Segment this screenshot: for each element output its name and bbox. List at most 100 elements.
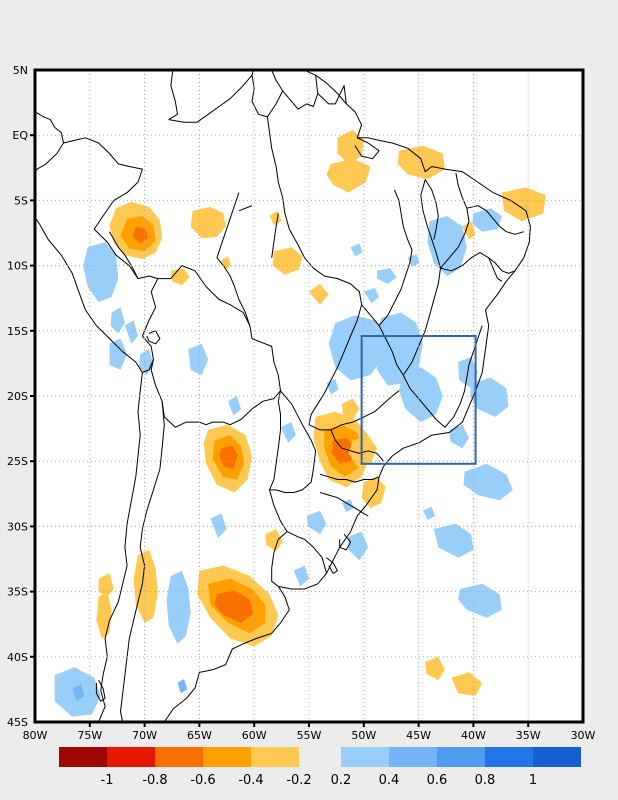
anomaly-region-neg-para-coast — [326, 158, 371, 193]
anomaly-region-pos-atl-es — [470, 377, 509, 417]
colorbar-swatch-positive-3 — [485, 747, 533, 767]
map-line-state-sp-pr — [330, 429, 384, 462]
map-line-border-uru-br — [286, 531, 327, 574]
anomaly-region-pos-atl-tiny-1 — [423, 506, 435, 520]
map-line-state-ac-am — [109, 231, 139, 279]
y-tick-label: 25S — [7, 455, 28, 468]
anomaly-region-neg-chaco-core — [219, 445, 238, 469]
anomaly-region-pos-pa-tiny — [350, 243, 363, 257]
colorbar-swatch-positive-0 — [341, 747, 389, 767]
anomaly-region-pos-sul-rs — [306, 510, 327, 535]
anomaly-region-pos-atl-far-s — [458, 583, 502, 618]
anomaly-region-neg-mg-box-outer — [348, 435, 377, 467]
colorbar-tick-label: -0.4 — [238, 773, 263, 788]
anomaly-region-pos-atl-s — [433, 523, 474, 558]
anomaly-region-neg-sp-coast-small — [341, 398, 360, 420]
x-axis-tick-labels: 80W 75W 70W 65W 60W 55W 50W 45W 40W 35W 30W — [23, 729, 596, 742]
map-line-state-ma-pi — [424, 179, 439, 240]
map-line-lake-mirim — [326, 557, 338, 574]
y-tick-label: 45S — [7, 716, 28, 729]
anomaly-region-pos-argentina-band — [166, 570, 191, 644]
map-line-state-ba-se — [488, 257, 503, 282]
colorbar-swatch-negative-3 — [203, 747, 251, 767]
y-tick-label: 15S — [7, 325, 28, 338]
anomaly-region-pos-mt-small — [280, 422, 296, 443]
colorbar-swatch-negative-2 — [155, 747, 203, 767]
map-line-state-sc-rs — [319, 492, 369, 517]
map-line-border-ven-bra — [168, 70, 254, 123]
map-line-border-br-guianas — [238, 205, 253, 212]
map-line-lake-patos — [339, 533, 352, 551]
x-tick-label: 45W — [406, 729, 431, 742]
map-line-border-bolivia-brazil — [157, 265, 281, 391]
map-line-border-col-ven — [168, 70, 178, 121]
colorbar-swatch-positive-2 — [437, 747, 485, 767]
map-line-state-am-mt — [271, 213, 279, 258]
anomaly-region-pos-atl-rj — [449, 424, 469, 449]
y-tick-label: 35S — [7, 586, 28, 599]
anomaly-region-pos-mt-tiny2 — [227, 396, 241, 416]
map-line-coast-chiloe — [95, 680, 106, 702]
map-line-border-chile-arg — [120, 401, 165, 722]
map-line-state-ce-rn-pb — [466, 205, 524, 235]
region-box-layer — [360, 335, 477, 465]
colorbar-tick-label: 0.4 — [379, 773, 400, 788]
anomaly-region-pos-bolivia-w — [109, 338, 128, 370]
colorbar-swatch-positive-1 — [389, 747, 437, 767]
x-tick-label: 35W — [516, 729, 541, 742]
axis-ticks — [30, 134, 530, 727]
map-line-state-ba-pe — [440, 252, 516, 274]
x-tick-label: 75W — [77, 729, 102, 742]
anomaly-region-pos-ar-small-mid — [210, 513, 227, 539]
x-tick-label: 30W — [571, 729, 596, 742]
map-line-state-am-pa — [266, 116, 290, 230]
map-line-state-am-ro — [216, 192, 240, 258]
map-line-coast-pacific-north — [35, 111, 64, 174]
map-line-state-pi-ce — [440, 172, 470, 269]
anomaly-region-neg-atl-se-2 — [451, 672, 483, 696]
gridlines — [35, 70, 583, 722]
anomaly-shading-layer — [54, 130, 546, 717]
x-tick-label: 50W — [351, 729, 376, 742]
y-tick-label: 5S — [14, 194, 28, 207]
x-tick-label: 65W — [187, 729, 212, 742]
y-tick-label: 10S — [7, 260, 28, 273]
anomaly-region-pos-mg-big — [374, 312, 423, 386]
map-line-coast-peru — [35, 216, 143, 373]
anomaly-region-pos-pacific-deep — [72, 684, 85, 702]
anomaly-region-pos-to-strip — [363, 287, 380, 304]
anomaly-region-neg-pampa-ne-small — [265, 529, 283, 552]
y-axis-tick-labels: 5N EQ 5S 10S 15S 20S 25S 30S 35S 40S 45S — [7, 64, 28, 729]
x-tick-label: 60W — [242, 729, 267, 742]
colorbar — [59, 747, 581, 767]
anomaly-region-pos-mg-se-lobe — [398, 367, 443, 423]
anomaly-region-neg-atl-ne-band — [501, 187, 546, 222]
anomaly-region-neg-parana-core — [332, 437, 355, 464]
colorbar-tick-label: -1 — [101, 773, 114, 788]
map-line-border-col-ecu-peru — [63, 137, 158, 280]
colorbar-tick-label: 0.2 — [331, 773, 352, 788]
x-tick-label: 70W — [132, 729, 157, 742]
map-line-state-pa-mt — [288, 228, 363, 305]
anomaly-region-neg-atl-se-1 — [425, 656, 445, 681]
region-of-interest-box — [360, 335, 477, 465]
colorbar-tick-label: -0.2 — [286, 773, 311, 788]
x-tick-label: 55W — [297, 729, 322, 742]
colorbar-swatch-positive-4 — [533, 747, 581, 767]
map-line-border-guiana-fr — [317, 85, 347, 105]
anomaly-region-pos-peru-small — [110, 307, 125, 334]
anomaly-region-neg-andes-band — [133, 549, 158, 623]
x-tick-label: 40W — [461, 729, 486, 742]
anomaly-region-pos-peru-coast — [83, 242, 119, 303]
map-line-state-pr-sc — [319, 473, 380, 483]
anomaly-region-neg-mato-grosso-n — [272, 247, 303, 275]
map-line-state-to-ba — [378, 189, 413, 326]
colorbar-tick-label: 0.6 — [427, 773, 448, 788]
map-line-lake-titicaca — [146, 330, 161, 345]
anomaly-region-neg-pampa-core — [214, 590, 254, 623]
anomaly-region-neg-andes-small-n — [98, 573, 114, 597]
anomaly-region-pos-atl-mid — [463, 463, 513, 501]
colorbar-swatch-negative-0 — [59, 747, 107, 767]
